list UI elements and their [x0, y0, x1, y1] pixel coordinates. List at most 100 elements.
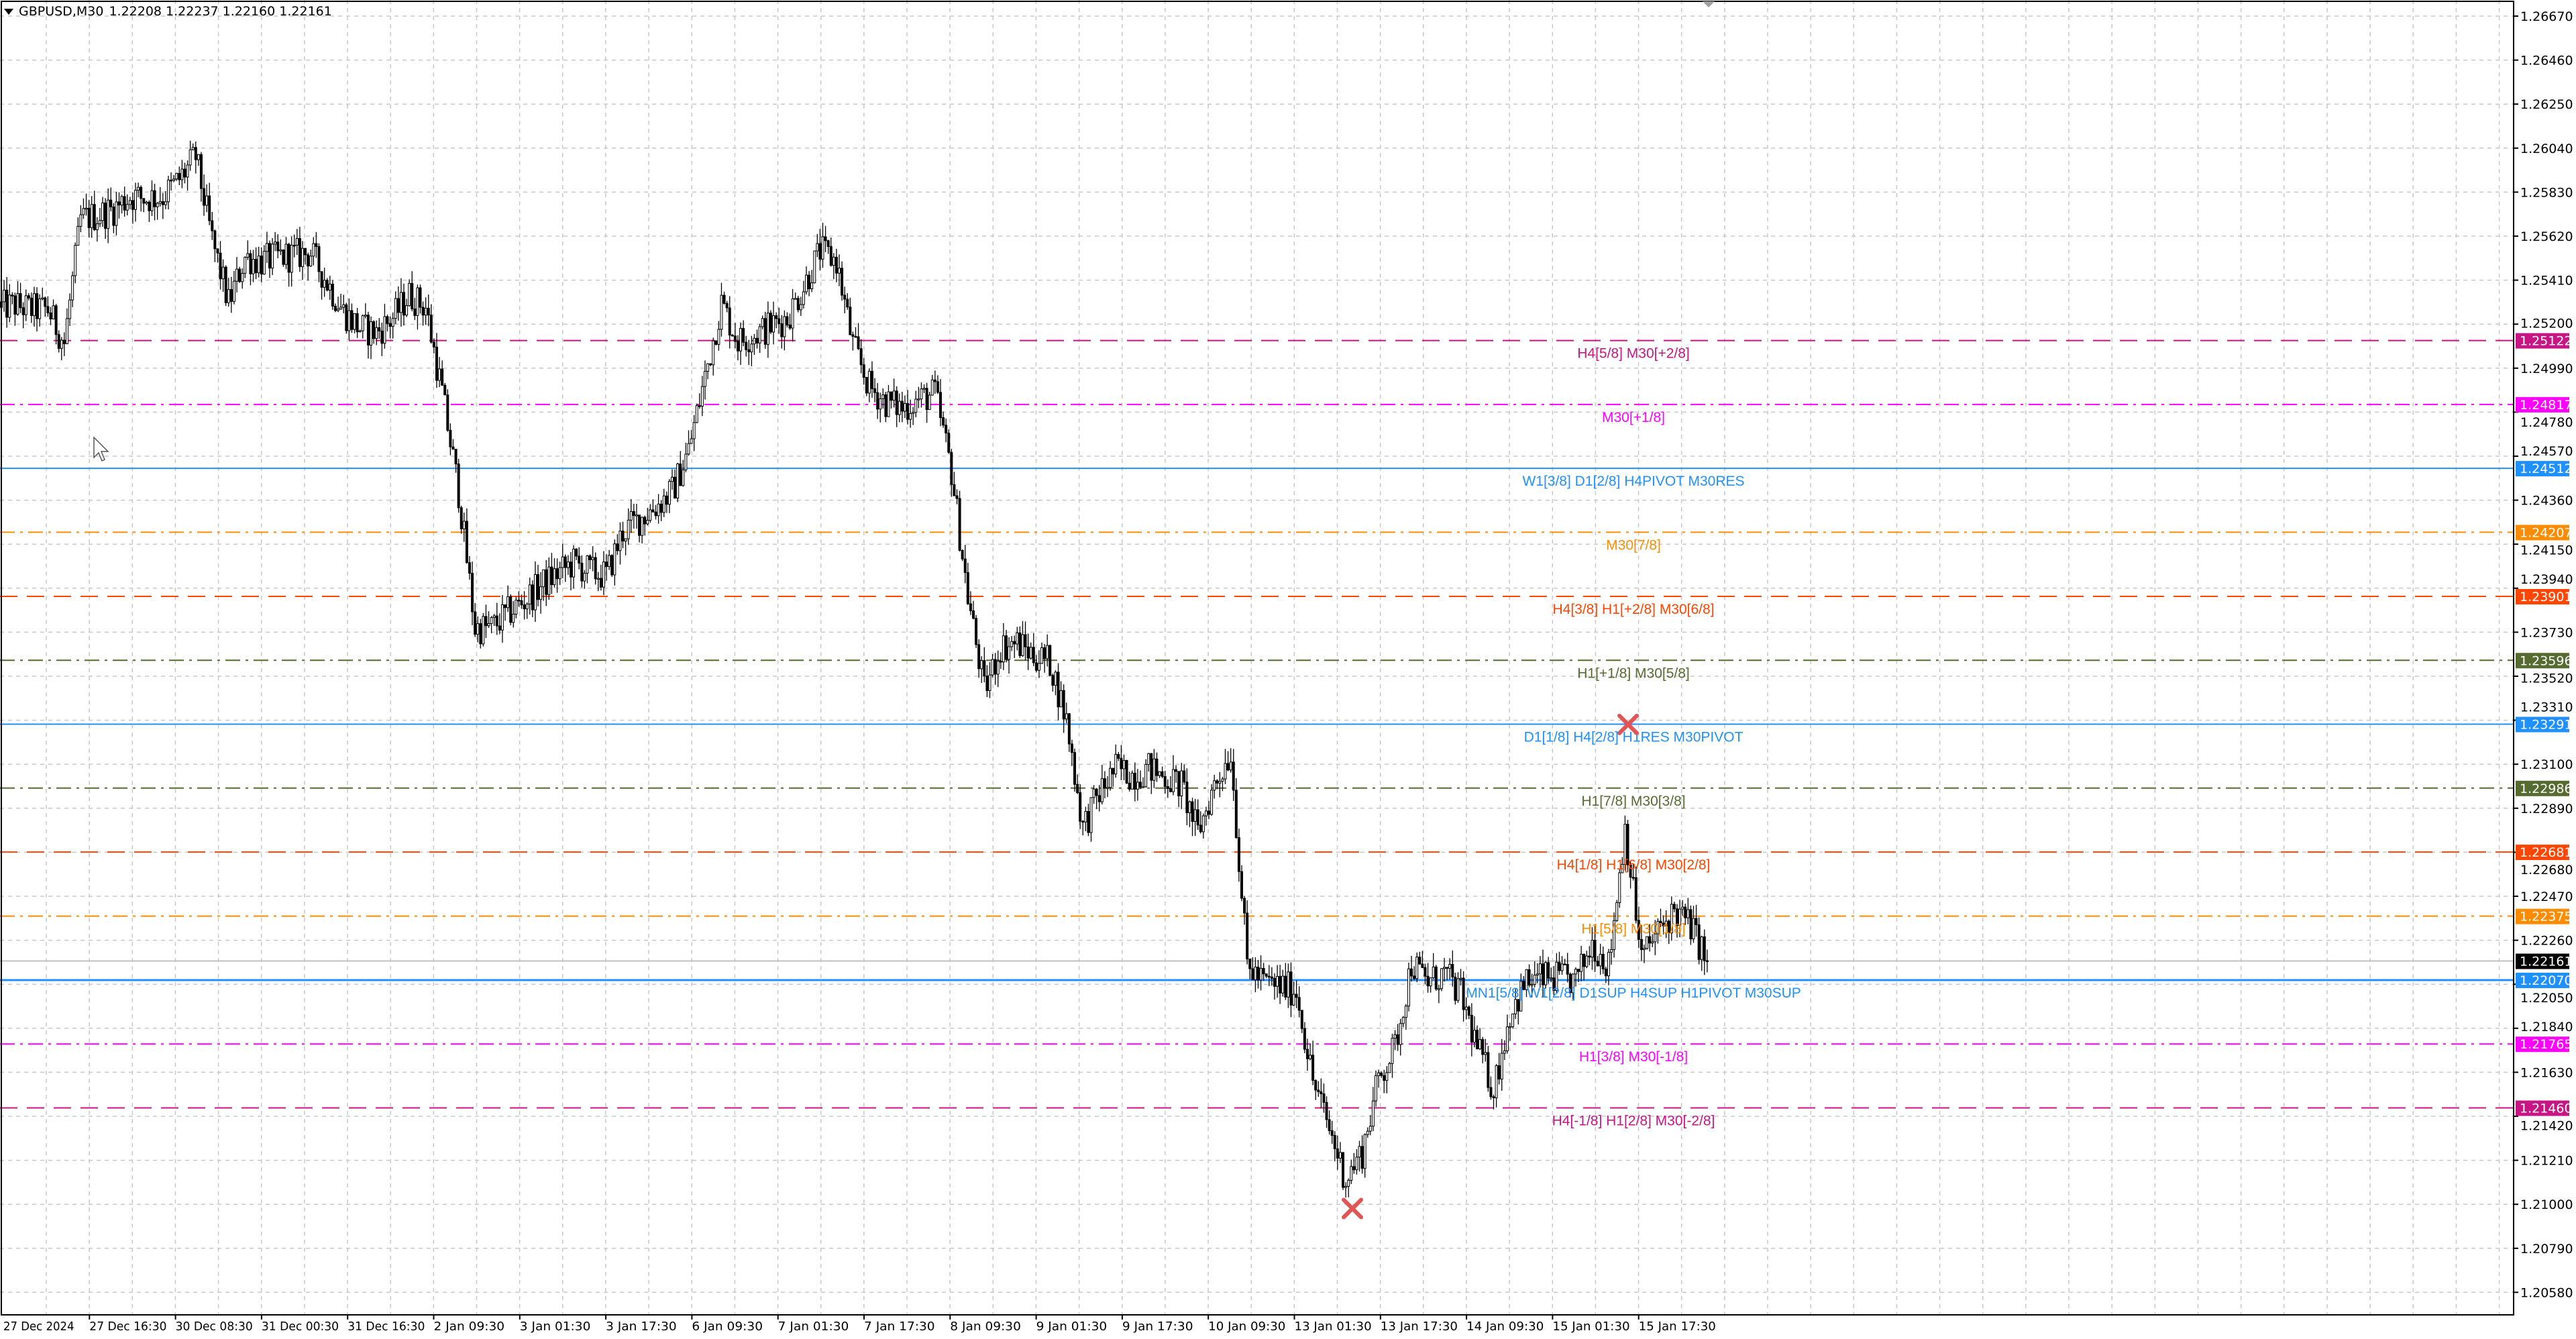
candle-body — [1338, 1152, 1342, 1159]
candle-body — [575, 548, 578, 557]
candle-body — [665, 495, 668, 505]
candle-body — [1695, 918, 1698, 925]
candle-body — [1462, 977, 1465, 1010]
candle-body — [980, 659, 983, 670]
candle-body — [1640, 939, 1643, 951]
candle-body — [808, 274, 811, 290]
candle-body — [841, 268, 844, 296]
candle-body — [298, 237, 301, 267]
candle-body — [1656, 920, 1660, 934]
candle-body — [1147, 753, 1150, 765]
candle-body — [1536, 973, 1539, 976]
level-price-badge-label: 1.22375 — [2520, 910, 2573, 924]
level-label: H4[-1/8] H1[2/8] M30[-2/8] — [1552, 1114, 1715, 1129]
candle-body — [1684, 906, 1687, 918]
candle-body — [1171, 769, 1175, 792]
candle-body — [942, 417, 945, 426]
price-axis[interactable]: 1.26670 1.26460 1.26250 1.26040 1.25830 1.256… — [2514, 9, 2573, 1300]
level-price-badge-label: 1.22070 — [2520, 973, 2573, 988]
candle-body — [1295, 994, 1298, 998]
candle-body — [1503, 1050, 1506, 1054]
candle-body — [1396, 1034, 1399, 1045]
candle-body — [145, 201, 148, 204]
candle-body — [36, 293, 39, 319]
candle-body — [257, 255, 260, 274]
candle-body — [788, 325, 792, 329]
candle-body — [337, 309, 340, 311]
candle-body — [925, 388, 928, 410]
candle-body — [638, 515, 641, 536]
candle-body — [1481, 1039, 1485, 1055]
current-price-badge-label: 1.22161 — [2520, 955, 2573, 969]
candle-body — [569, 561, 572, 578]
candle-body — [1637, 920, 1640, 940]
candle-body — [922, 388, 926, 390]
candle-body — [682, 469, 685, 486]
candle-body — [528, 584, 531, 604]
candle-body — [1429, 977, 1432, 987]
candle-body — [1062, 690, 1065, 720]
candle-body — [128, 200, 131, 205]
candle-body — [712, 340, 715, 366]
time-tick-label: 27 Dec 2024 — [3, 1320, 74, 1334]
price-tick-label: 1.25830 — [2520, 185, 2573, 200]
candle-body — [271, 244, 274, 269]
candle-body — [317, 246, 321, 272]
candle-body — [216, 248, 219, 254]
time-axis[interactable]: 27 Dec 2024 27 Dec 16:30 30 Dec 08:30 31 De… — [3, 1315, 1716, 1334]
level-price-badge-label: 1.23901 — [2520, 590, 2573, 604]
candle-body — [786, 316, 789, 326]
candle-body — [1667, 920, 1670, 934]
candle-body — [8, 294, 11, 318]
candle-body — [476, 623, 480, 635]
candle-body — [1138, 782, 1142, 788]
candle-body — [49, 312, 52, 320]
candle-body — [405, 305, 409, 316]
candle-body — [320, 271, 323, 288]
candle-body — [1596, 961, 1599, 967]
candle-body — [5, 289, 9, 318]
candle-body — [1629, 864, 1632, 878]
chart-shift-marker-icon[interactable] — [1703, 1, 1715, 7]
candle-body — [745, 341, 748, 350]
candle-body — [1580, 953, 1583, 972]
candle-body — [1437, 988, 1440, 990]
level-label: H4[1/8] H1[6/8] M30[2/8] — [1557, 857, 1711, 873]
level-price-badge — [2516, 333, 2569, 349]
candle-body — [906, 403, 910, 420]
candle-body — [859, 348, 863, 366]
candle-body — [504, 604, 507, 608]
candle-body — [909, 413, 912, 420]
candle-body — [1601, 953, 1605, 969]
candle-body — [378, 327, 381, 331]
candle-body — [1675, 908, 1678, 926]
candle-body — [753, 337, 756, 345]
candle-body — [175, 172, 178, 180]
candle-body — [1240, 871, 1243, 899]
candle-body — [166, 179, 170, 203]
candle-body — [1347, 1179, 1350, 1187]
candle-body — [1289, 971, 1293, 1006]
level-price-badge-label: 1.23291 — [2520, 718, 2573, 733]
candle-body — [777, 318, 781, 325]
candle-body — [1550, 977, 1553, 979]
candle-body — [799, 304, 802, 311]
candle-body — [1404, 1006, 1407, 1018]
candle-body — [1084, 811, 1087, 822]
candle-body — [599, 578, 602, 588]
candle-body — [411, 282, 414, 309]
symbol-timeframe: GBPUSD,M30 — [19, 4, 104, 19]
candle-body — [1352, 1166, 1356, 1171]
candle-body — [1311, 1055, 1315, 1081]
candle-body — [380, 330, 384, 344]
candle-body — [249, 253, 252, 274]
candle-body — [241, 272, 244, 282]
candle-body — [963, 558, 967, 573]
candle-body — [1221, 778, 1224, 782]
candle-body — [523, 604, 526, 610]
candle-body — [1350, 1166, 1353, 1181]
candle-body — [361, 315, 364, 331]
triangle-down-icon[interactable] — [4, 8, 13, 15]
candle-body — [1122, 760, 1126, 769]
